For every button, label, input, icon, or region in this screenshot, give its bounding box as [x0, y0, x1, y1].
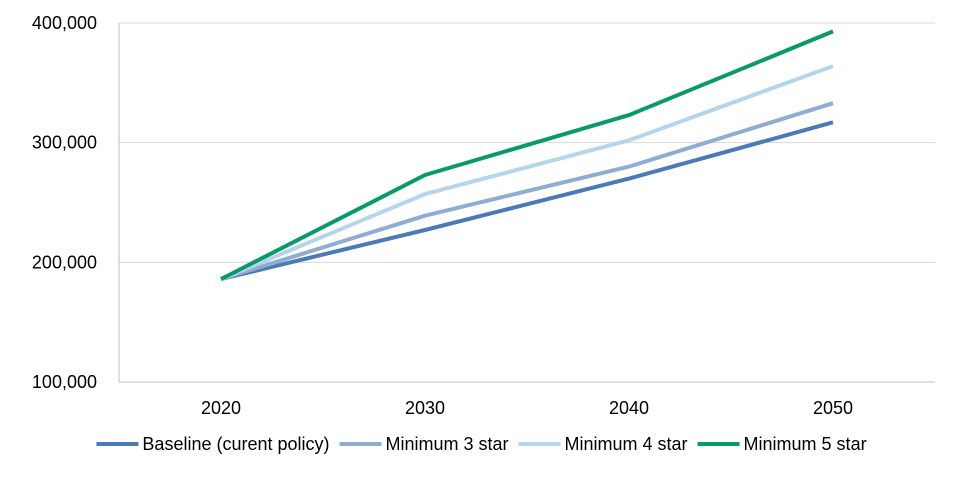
series-lines: [220, 29, 834, 282]
x-tick-label: 2050: [813, 398, 853, 418]
legend-label: Minimum 4 star: [565, 434, 688, 454]
x-tick-label: 2040: [609, 398, 649, 418]
legend: Baseline (curent policy) Minimum 3 star Mi…: [96, 434, 867, 454]
y-tick-label: 300,000: [32, 133, 97, 153]
series-line-3: [220, 64, 834, 281]
axes: [118, 23, 935, 383]
y-tick-label: 100,000: [32, 372, 97, 392]
x-tick-labels: 2020 2030 2040 2050: [201, 398, 853, 418]
y-tick-label: 400,000: [32, 13, 97, 33]
x-tick-label: 2020: [201, 398, 241, 418]
gridlines: [119, 22, 935, 263]
series-line-2: [220, 101, 834, 282]
y-tick-label: 200,000: [32, 252, 97, 272]
legend-label: Minimum 3 star: [386, 434, 509, 454]
series-line-4: [220, 29, 834, 281]
legend-label: Baseline (curent policy): [142, 434, 329, 454]
series-line-1: [220, 120, 834, 282]
y-tick-labels: 100,000 200,000 300,000 400,000: [32, 13, 97, 392]
legend-label: Minimum 5 star: [744, 434, 867, 454]
x-tick-label: 2030: [405, 398, 445, 418]
